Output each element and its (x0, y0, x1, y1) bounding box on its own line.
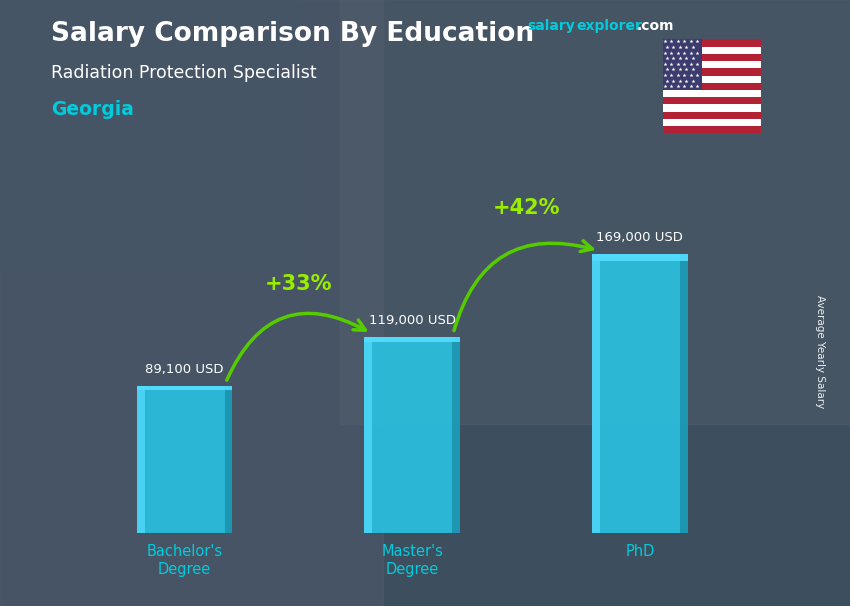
Bar (365, 336, 372, 533)
Text: .com: .com (637, 19, 674, 33)
Text: Georgia: Georgia (51, 100, 133, 119)
Bar (592, 254, 688, 533)
Text: +42%: +42% (492, 198, 560, 218)
Text: Average Yearly Salary: Average Yearly Salary (815, 295, 825, 408)
Bar (663, 61, 761, 68)
Text: +33%: +33% (264, 273, 332, 293)
Bar (340, 0, 850, 424)
Bar (137, 386, 232, 390)
Bar (663, 126, 761, 133)
Bar (663, 83, 761, 90)
Bar (0, 0, 298, 273)
Bar (663, 90, 761, 97)
Text: 169,000 USD: 169,000 USD (597, 231, 683, 244)
Bar (663, 104, 761, 112)
Bar (680, 254, 688, 533)
Text: Radiation Protection Specialist: Radiation Protection Specialist (51, 64, 316, 82)
Bar (137, 386, 144, 533)
Bar (137, 386, 232, 533)
Bar (365, 336, 460, 533)
Bar (663, 54, 761, 61)
Bar (224, 386, 232, 533)
Bar (663, 97, 761, 104)
Bar (663, 68, 761, 76)
Text: salary: salary (527, 19, 575, 33)
Bar (0, 0, 382, 606)
Text: explorer: explorer (576, 19, 643, 33)
Text: Salary Comparison By Education: Salary Comparison By Education (51, 21, 534, 47)
Bar (663, 47, 761, 54)
Bar (663, 112, 761, 119)
Bar (592, 254, 600, 533)
Bar (365, 336, 460, 342)
Bar (663, 39, 761, 47)
Bar (592, 254, 688, 261)
Bar (663, 119, 761, 126)
Bar (663, 39, 702, 90)
Text: 89,100 USD: 89,100 USD (145, 363, 224, 376)
Text: 119,000 USD: 119,000 USD (369, 314, 456, 327)
Bar (663, 76, 761, 83)
Bar (452, 336, 460, 533)
